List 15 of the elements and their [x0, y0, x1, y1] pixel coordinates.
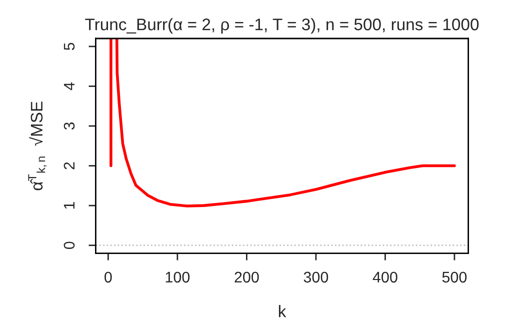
- y-tick-label: 5: [64, 42, 75, 50]
- x-tick-label: 500: [442, 272, 467, 283]
- x-tick-label: 100: [166, 272, 190, 283]
- y-tick-label: 3: [64, 122, 75, 130]
- x-tick-label: 300: [304, 272, 328, 283]
- y-tick-label: 2: [64, 162, 74, 170]
- y-axis-title: α̂$^{T}$$_{k,n}$ √MSE: [28, 102, 47, 190]
- x-tick-label: 200: [234, 272, 259, 283]
- x-axis-title: k: [278, 305, 286, 318]
- y-tick-label: 4: [64, 82, 74, 90]
- x-tick-label: 0: [104, 272, 112, 283]
- y-tick-label: 0: [64, 242, 75, 249]
- x-tick-label: 400: [372, 272, 398, 283]
- chart-title: Trunc_Burr(α = 2, ρ = -1, T = 3), n = 500, runs = 1000: [85, 18, 479, 34]
- y-tick-label: 1: [64, 202, 74, 209]
